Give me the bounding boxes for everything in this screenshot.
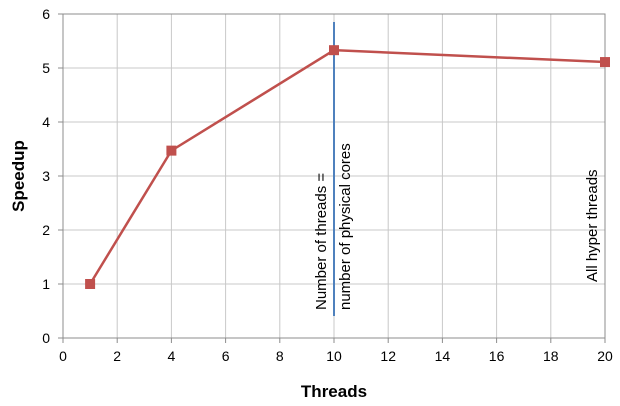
data-point	[600, 57, 610, 68]
x-axis-title: Threads	[301, 382, 367, 401]
y-tick-label: 0	[42, 330, 50, 346]
x-tick-label: 6	[222, 348, 230, 364]
series-speedup	[85, 45, 610, 289]
y-tick-label: 2	[42, 222, 50, 238]
x-tick-label: 12	[380, 348, 396, 364]
data-point	[329, 45, 339, 56]
y-axis-title: Speedup	[9, 140, 28, 212]
x-tick-label: 0	[59, 348, 67, 364]
x-tick-label: 2	[113, 348, 121, 364]
series-line	[89, 48, 606, 285]
x-tick-label: 20	[597, 348, 613, 364]
x-tick-label: 10	[326, 348, 342, 364]
x-tick-label: 8	[276, 348, 284, 364]
data-point	[85, 279, 96, 289]
y-tick-label: 6	[42, 6, 50, 22]
data-point	[166, 145, 177, 156]
x-tick-label: 16	[489, 348, 505, 364]
annotations: Number of threads = number of physical c…	[313, 22, 601, 316]
annotation-physical-cores-line1: Number of threads =	[313, 173, 330, 310]
x-tick-label: 18	[543, 348, 559, 364]
y-tick-label: 4	[42, 114, 50, 130]
y-tick-label: 3	[42, 168, 50, 184]
annotation-physical-cores-line2: number of physical cores	[337, 143, 354, 310]
x-tick-label: 14	[435, 348, 451, 364]
y-tick-label: 1	[42, 276, 50, 292]
annotation-hyper-threads: All hyper threads	[584, 169, 601, 282]
x-tick-label: 4	[168, 348, 176, 364]
y-tick-label: 5	[42, 60, 50, 76]
